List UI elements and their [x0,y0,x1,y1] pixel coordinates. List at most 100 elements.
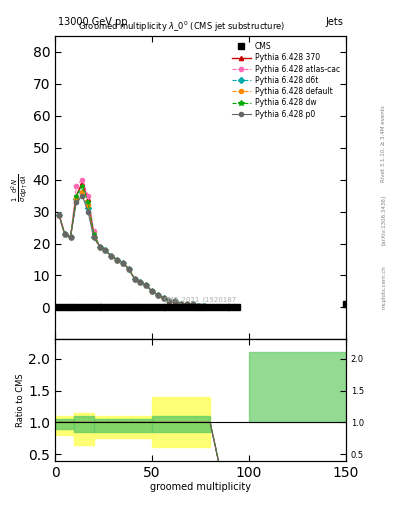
Pythia 6.428 p0 [62,231,67,237]
Pythia 6.428 370 [179,301,184,307]
Pythia 6.428 d6t [86,205,90,211]
Pythia 6.428 atlas-cac [132,275,137,282]
Pythia 6.428 p0 [150,288,154,294]
Pythia 6.428 default [57,211,61,218]
Pythia 6.428 370 [126,266,131,272]
Pythia 6.428 370 [103,247,108,253]
Pythia 6.428 370 [173,298,178,304]
Pythia 6.428 d6t [97,244,102,250]
Pythia 6.428 atlas-cac [62,231,67,237]
Pythia 6.428 atlas-cac [74,183,79,189]
Pythia 6.428 370 [115,257,119,263]
Pythia 6.428 p0 [92,234,96,240]
Pythia 6.428 default [190,301,195,307]
Line: Pythia 6.428 p0: Pythia 6.428 p0 [57,194,235,309]
Pythia 6.428 370 [225,304,230,310]
Pythia 6.428 d6t [225,304,230,310]
Pythia 6.428 default [74,196,79,202]
Line: Pythia 6.428 atlas-cac: Pythia 6.428 atlas-cac [57,178,235,309]
Pythia 6.428 370 [109,253,114,260]
Pythia 6.428 atlas-cac [121,260,125,266]
Pythia 6.428 atlas-cac [202,304,207,310]
Pythia 6.428 default [144,282,149,288]
Pythia 6.428 d6t [62,231,67,237]
Pythia 6.428 d6t [173,298,178,304]
Pythia 6.428 default [62,231,67,237]
Pythia 6.428 dw [138,279,143,285]
Pythia 6.428 d6t [208,304,213,310]
Pythia 6.428 p0 [179,301,184,307]
Line: Pythia 6.428 dw: Pythia 6.428 dw [57,184,235,309]
Pythia 6.428 d6t [161,295,166,301]
Pythia 6.428 dw [80,183,84,189]
Pythia 6.428 atlas-cac [109,253,114,260]
Pythia 6.428 default [196,303,201,309]
Pythia 6.428 p0 [103,247,108,253]
Pythia 6.428 d6t [190,301,195,307]
Pythia 6.428 dw [97,244,102,250]
Pythia 6.428 d6t [150,288,154,294]
Pythia 6.428 370 [74,193,79,199]
Pythia 6.428 370 [121,260,125,266]
Pythia 6.428 370 [80,180,84,186]
Pythia 6.428 dw [208,304,213,310]
Pythia 6.428 p0 [155,291,160,297]
Pythia 6.428 atlas-cac [138,279,143,285]
Pythia 6.428 atlas-cac [68,234,73,240]
Pythia 6.428 dw [196,303,201,309]
Pythia 6.428 d6t [74,196,79,202]
Pythia 6.428 default [97,244,102,250]
Pythia 6.428 atlas-cac [86,193,90,199]
Pythia 6.428 dw [231,304,236,310]
Pythia 6.428 dw [121,260,125,266]
Pythia 6.428 d6t [103,247,108,253]
Pythia 6.428 dw [202,304,207,310]
Pythia 6.428 dw [103,247,108,253]
Pythia 6.428 default [68,234,73,240]
Pythia 6.428 p0 [109,253,114,260]
Pythia 6.428 p0 [184,301,189,307]
Pythia 6.428 370 [213,304,218,310]
Pythia 6.428 p0 [115,257,119,263]
Line: Pythia 6.428 370: Pythia 6.428 370 [57,181,235,309]
Pythia 6.428 default [173,298,178,304]
Pythia 6.428 dw [219,304,224,310]
Pythia 6.428 atlas-cac [80,177,84,183]
Pythia 6.428 370 [155,291,160,297]
Pythia 6.428 p0 [68,234,73,240]
Pythia 6.428 dw [213,304,218,310]
Pythia 6.428 p0 [86,208,90,215]
Pythia 6.428 dw [225,304,230,310]
Pythia 6.428 d6t [196,303,201,309]
Pythia 6.428 default [150,288,154,294]
Pythia 6.428 p0 [219,304,224,310]
Pythia 6.428 370 [138,279,143,285]
Pythia 6.428 dw [132,275,137,282]
Pythia 6.428 p0 [213,304,218,310]
Pythia 6.428 default [231,304,236,310]
Pythia 6.428 p0 [121,260,125,266]
Pythia 6.428 dw [92,231,96,237]
Line: Pythia 6.428 d6t: Pythia 6.428 d6t [57,190,235,309]
Pythia 6.428 dw [109,253,114,260]
Pythia 6.428 dw [173,298,178,304]
Pythia 6.428 370 [190,301,195,307]
Pythia 6.428 default [167,298,172,304]
Pythia 6.428 dw [74,193,79,199]
Pythia 6.428 default [92,234,96,240]
Pythia 6.428 p0 [161,295,166,301]
Pythia 6.428 default [115,257,119,263]
Pythia 6.428 atlas-cac [115,257,119,263]
Pythia 6.428 370 [62,231,67,237]
Pythia 6.428 dw [155,291,160,297]
Pythia 6.428 d6t [126,266,131,272]
Pythia 6.428 dw [126,266,131,272]
Pythia 6.428 default [86,202,90,208]
Pythia 6.428 default [103,247,108,253]
Text: 13000 GeV pp: 13000 GeV pp [58,17,127,27]
Pythia 6.428 p0 [57,211,61,218]
Pythia 6.428 dw [190,301,195,307]
Pythia 6.428 370 [132,275,137,282]
Pythia 6.428 atlas-cac [155,291,160,297]
Y-axis label: $\frac{1}{\sigma}\frac{\mathrm{d}^2 N}{\mathrm{d}p_T\,\mathrm{d}\lambda}$: $\frac{1}{\sigma}\frac{\mathrm{d}^2 N}{\… [9,173,30,202]
